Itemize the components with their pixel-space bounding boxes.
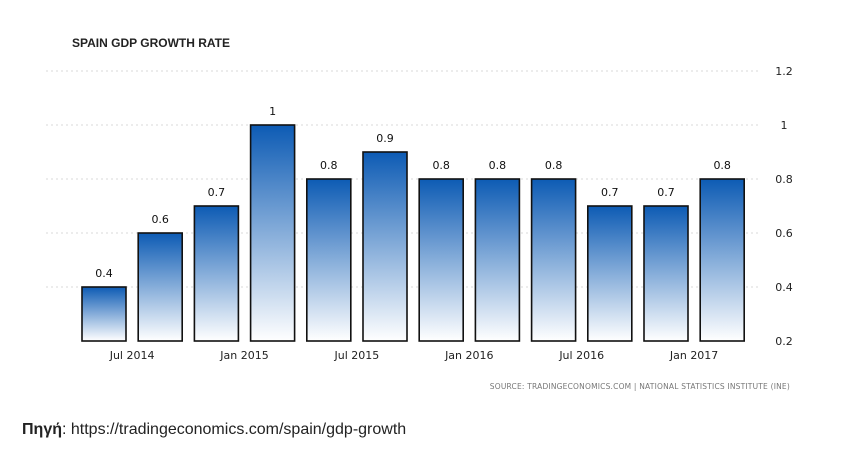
bar <box>530 178 577 342</box>
caption-url: : https://tradingeconomics.com/spain/gdp… <box>62 421 407 438</box>
bar <box>137 232 183 342</box>
y-tick-label: 1.2 <box>775 65 793 78</box>
y-tick-label: 0.8 <box>775 173 793 186</box>
y-axis: 0.2 0.4 0.6 0.8 1 1.2 <box>775 65 793 348</box>
bar-value-label: 0.8 <box>713 159 731 172</box>
x-axis: Jul 2014 Jan 2015 Jul 2015 Jan 2016 Jul 2016… <box>109 349 719 362</box>
x-tick-label: Jul 2015 <box>334 349 380 362</box>
bar <box>474 178 521 342</box>
bar-value-label: 0.8 <box>432 159 450 172</box>
y-tick-label: 0.4 <box>775 281 793 294</box>
bar <box>362 151 408 342</box>
bar-value-label: 0.8 <box>545 159 563 172</box>
bar-value-label: 0.8 <box>320 159 338 172</box>
x-tick-label: Jul 2014 <box>109 349 155 362</box>
bar-value-label: 1 <box>269 105 276 118</box>
source-note: SOURCE: TRADINGECONOMICS.COM | NATIONAL … <box>490 382 790 391</box>
x-tick-label: Jan 2016 <box>444 349 493 362</box>
bar <box>81 286 127 342</box>
source-caption: Πηγή: https://tradingeconomics.com/spain… <box>22 421 406 439</box>
data-labels: 0.4 0.6 0.7 1 0.8 0.9 0.8 0.8 0.8 0.7 0.7 0.8 <box>95 105 731 280</box>
bar <box>249 124 296 342</box>
bar <box>418 178 465 342</box>
y-tick-label: 0.6 <box>775 227 793 240</box>
bar <box>193 205 240 342</box>
bar <box>699 178 746 342</box>
x-tick-label: Jan 2017 <box>669 349 718 362</box>
bar-value-label: 0.7 <box>601 186 619 199</box>
chart-title: SPAIN GDP GROWTH RATE <box>72 36 230 50</box>
bar <box>305 178 352 342</box>
bar-value-label: 0.7 <box>208 186 226 199</box>
bar <box>586 205 633 342</box>
bar-value-label: 0.6 <box>151 213 169 226</box>
caption-label: Πηγή <box>22 421 62 438</box>
bar-value-label: 0.8 <box>489 159 507 172</box>
bars <box>81 124 746 342</box>
chart: SPAIN GDP GROWTH RATE 0.40.60.710.80.90.… <box>46 36 793 391</box>
bar-value-label: 0.9 <box>376 132 394 145</box>
y-tick-label: 1 <box>781 119 788 132</box>
x-tick-label: Jan 2015 <box>219 349 268 362</box>
bar-value-label: 0.4 <box>95 267 113 280</box>
y-tick-label: 0.2 <box>775 335 793 348</box>
bar-value-label: 0.7 <box>657 186 675 199</box>
bar <box>643 205 689 342</box>
x-tick-label: Jul 2016 <box>558 349 604 362</box>
